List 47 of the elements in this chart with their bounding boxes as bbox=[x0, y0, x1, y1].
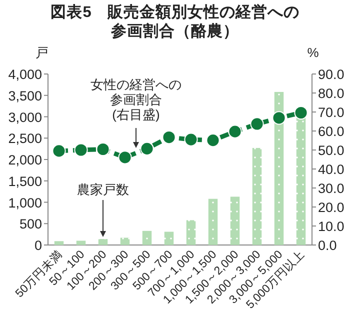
point bbox=[250, 117, 264, 131]
y2-tick-label: 20.0 bbox=[318, 200, 344, 215]
point bbox=[74, 143, 88, 157]
y-tick-label: 2,500 bbox=[8, 131, 42, 146]
y2-axis-title: % bbox=[307, 45, 320, 60]
point bbox=[228, 124, 242, 138]
y2-tick-label: 80.0 bbox=[318, 86, 344, 101]
point bbox=[140, 142, 154, 156]
bar bbox=[296, 118, 306, 245]
y2-tick-label: 90.0 bbox=[318, 67, 344, 82]
bar bbox=[208, 198, 218, 245]
bar bbox=[164, 232, 174, 245]
y-tick-label: 3,000 bbox=[8, 110, 42, 125]
point bbox=[294, 106, 308, 120]
y-tick-label: 4,000 bbox=[8, 67, 42, 82]
y-tick-label: 3,500 bbox=[8, 88, 42, 104]
y2-tick-label: 10.0 bbox=[318, 219, 344, 234]
point bbox=[272, 111, 286, 125]
point bbox=[206, 134, 220, 148]
y-tick-label: 1,000 bbox=[8, 195, 42, 210]
bar bbox=[230, 196, 240, 245]
point bbox=[184, 132, 198, 146]
bar bbox=[142, 230, 152, 245]
point bbox=[52, 144, 66, 158]
y-tick-label: 1,500 bbox=[8, 174, 42, 189]
bar bbox=[252, 148, 262, 245]
text: 農家戸数 bbox=[77, 182, 129, 198]
y2-tick-label: 0.0 bbox=[318, 238, 337, 253]
bar bbox=[120, 238, 130, 245]
series-label: 女性の経営への参画割合(右目盛) bbox=[90, 77, 182, 122]
y2-tick-label: 30.0 bbox=[318, 181, 344, 196]
chart-title: 図表5 販売金額別女性の経営への参画割合（酪農） bbox=[50, 3, 300, 40]
y-tick-label: 500 bbox=[19, 216, 42, 232]
y2-tick-label: 70.0 bbox=[318, 105, 344, 120]
point bbox=[162, 130, 176, 144]
y-tick-label: 2,000 bbox=[8, 152, 42, 168]
y-axis-title: 戸 bbox=[36, 45, 48, 60]
point bbox=[96, 142, 110, 156]
y2-tick-label: 40.0 bbox=[318, 162, 344, 177]
y2-tick-label: 60.0 bbox=[318, 124, 344, 139]
bar bbox=[186, 220, 196, 245]
bar bbox=[98, 239, 108, 245]
y2-tick-label: 50.0 bbox=[318, 143, 344, 158]
y-tick-label: 0 bbox=[34, 238, 42, 253]
bar bbox=[54, 241, 64, 245]
point bbox=[118, 150, 132, 164]
bar bbox=[76, 240, 86, 245]
